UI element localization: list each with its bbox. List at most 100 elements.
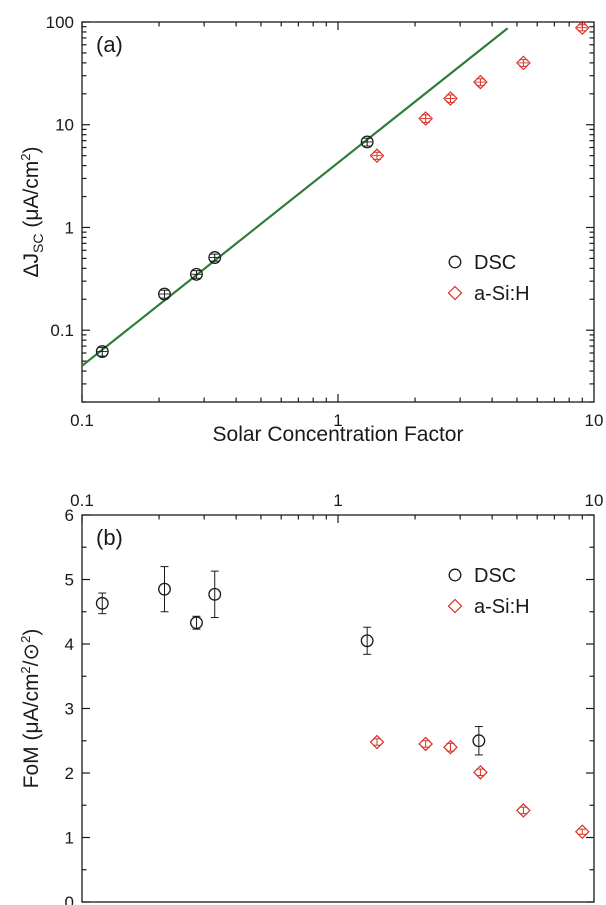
error-bar-dsc — [474, 726, 483, 756]
diamond-marker — [418, 111, 434, 126]
circle-marker — [448, 568, 462, 582]
data-point-a-si-h — [369, 734, 385, 750]
diamond-marker — [369, 734, 385, 750]
data-point-dsc — [472, 734, 486, 748]
y-tick-label-b: 0 — [65, 893, 74, 905]
data-point-a-si-h — [443, 739, 458, 755]
y-tick-label-b: 4 — [65, 635, 74, 654]
legend-marker — [448, 568, 462, 582]
legend-label: a-Si:H — [474, 596, 530, 618]
power-law-fit-line — [81, 27, 509, 367]
legend-marker — [447, 285, 463, 301]
circle-marker — [208, 587, 222, 601]
y-tick-label-a: 0.1 — [50, 321, 74, 340]
y-title-superscript: 2 — [18, 636, 33, 643]
data-point-dsc — [158, 582, 171, 596]
y-axis-title-b: FoM (μA/cm2/⊙2) — [18, 629, 43, 789]
legend-label: DSC — [474, 565, 516, 587]
x-axis-title: Solar Concentration Factor — [213, 423, 464, 446]
y-tick-label-b: 5 — [65, 571, 74, 590]
data-point-dsc — [360, 135, 374, 149]
error-bar-a-si-h — [476, 768, 485, 777]
error-bar-dsc — [160, 566, 169, 613]
y-title-unit-close: ) — [20, 147, 43, 154]
y-tick-label-b: 3 — [65, 700, 74, 719]
diamond-marker — [447, 598, 463, 614]
data-point-a-si-h — [473, 765, 488, 780]
data-point-a-si-h — [418, 736, 434, 752]
legend-label: DSC — [474, 252, 516, 274]
circle-marker — [158, 287, 171, 301]
error-bar-dsc — [210, 570, 219, 619]
y-tick-label-a: 100 — [46, 13, 74, 32]
y-tick-label-a: 10 — [55, 116, 74, 135]
circle-marker — [190, 267, 203, 281]
panel-label-b: (b) — [96, 525, 123, 550]
diamond-marker — [473, 74, 488, 90]
diamond-marker — [516, 803, 531, 818]
data-point-a-si-h — [574, 20, 590, 36]
diamond-marker — [443, 739, 458, 755]
plot-frame-b — [81, 514, 595, 903]
x-tick-label-b: 10 — [585, 491, 604, 510]
diamond-marker — [443, 91, 458, 106]
data-point-dsc — [95, 345, 109, 358]
y-title-prefix: ΔJ — [20, 253, 43, 278]
y-tick-label-b: 2 — [65, 764, 74, 783]
data-point-dsc — [190, 616, 203, 630]
error-bar-a-si-h — [446, 742, 455, 752]
error-bar-dsc — [98, 592, 107, 615]
circle-marker — [190, 616, 203, 630]
data-point-dsc — [208, 251, 222, 264]
diamond-marker — [369, 148, 385, 164]
error-bar-a-si-h — [578, 828, 587, 835]
y-tick-label-b: 1 — [65, 829, 74, 848]
diamond-marker — [574, 824, 590, 840]
x-tick-label-b: 0.1 — [70, 491, 94, 510]
data-point-a-si-h — [574, 824, 590, 840]
x-tick-label-b: 1 — [333, 491, 342, 510]
y-title-superscript: 2 — [18, 666, 33, 673]
legend-marker — [447, 598, 463, 614]
panel-label-a: (a) — [96, 32, 123, 57]
x-tick-label-a: 0.1 — [70, 411, 94, 430]
data-point-a-si-h — [516, 803, 531, 818]
circle-marker — [158, 582, 171, 596]
data-point-dsc — [158, 287, 171, 301]
data-point-a-si-h — [443, 91, 458, 106]
y-title-superscript: 2 — [18, 154, 33, 161]
plot-frame-a — [81, 21, 595, 403]
y-title-main: FoM (μA/cm — [20, 674, 43, 789]
y-title-unit: (μA/cm — [20, 161, 43, 234]
data-point-dsc — [190, 267, 203, 281]
y-title-close: ) — [20, 629, 43, 636]
data-point-dsc — [208, 587, 222, 601]
circle-marker — [472, 734, 486, 748]
diamond-marker — [418, 736, 434, 752]
y-title-subscript: SC — [30, 234, 46, 253]
y-title-mid: /⊙ — [20, 643, 43, 666]
legend-label: a-Si:H — [474, 283, 530, 305]
data-point-dsc — [95, 596, 109, 610]
circle-marker — [208, 251, 222, 264]
circle-marker — [448, 255, 462, 269]
data-point-a-si-h — [418, 111, 434, 126]
circle-marker — [95, 345, 109, 358]
error-bar-a-si-h — [421, 740, 430, 748]
legend-marker — [448, 255, 462, 269]
data-point-dsc — [360, 634, 374, 648]
error-bar-a-si-h — [519, 806, 528, 815]
data-point-a-si-h — [369, 148, 385, 164]
error-bar-a-si-h — [372, 738, 381, 746]
diamond-marker — [516, 55, 531, 71]
circle-marker — [360, 634, 374, 648]
y-axis-title-a: ΔJSC (μA/cm2) — [18, 147, 46, 278]
y-tick-label-b: 6 — [65, 506, 74, 525]
diamond-marker — [447, 285, 463, 301]
circle-marker — [360, 135, 374, 149]
circle-marker — [95, 596, 109, 610]
x-tick-label-a: 10 — [585, 411, 604, 430]
diamond-marker — [574, 20, 590, 36]
data-point-a-si-h — [516, 55, 531, 71]
